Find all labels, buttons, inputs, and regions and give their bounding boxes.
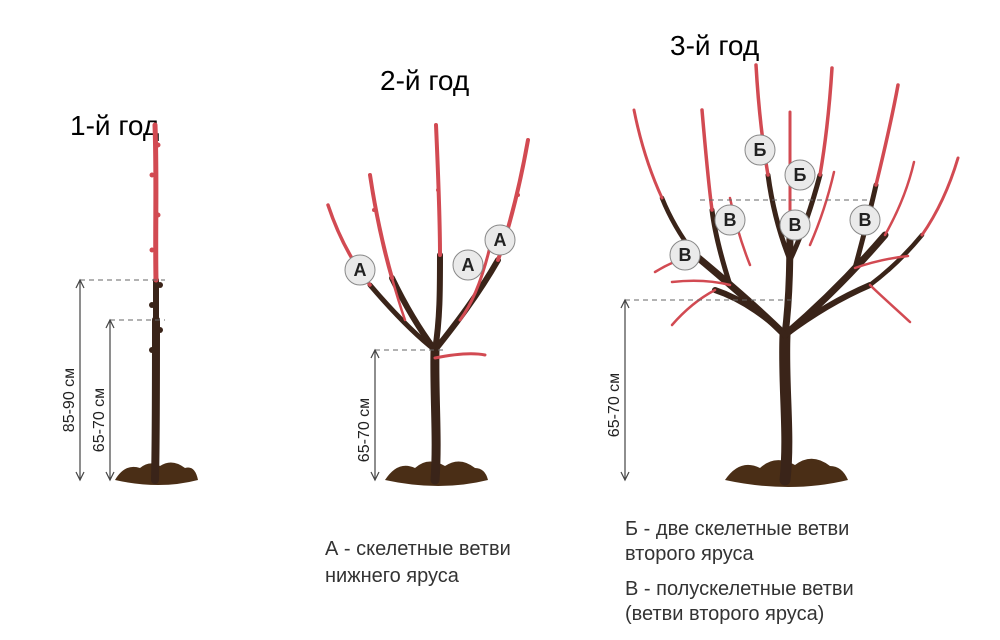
year3-legend-1: Б - две скелетные ветви <box>625 518 849 540</box>
year3-dim1-label: 65-70 см <box>606 373 623 437</box>
stage-year3: 3-й год <box>606 30 958 625</box>
year3-marker-V-2: В <box>780 210 810 240</box>
year2-marker-A-1: A <box>345 255 375 285</box>
svg-text:A: A <box>494 230 507 250</box>
year2-marker-A-2: A <box>453 250 483 280</box>
year3-legend-2: второго яруса <box>625 543 755 565</box>
svg-text:A: A <box>354 260 367 280</box>
svg-text:В: В <box>724 210 737 230</box>
svg-text:Б: Б <box>754 140 767 160</box>
year3-marker-B-2: Б <box>785 160 815 190</box>
svg-text:A: A <box>462 255 475 275</box>
year3-legend-3: В - полускелетные ветви <box>625 578 854 600</box>
year3-marker-V-3: В <box>850 205 880 235</box>
stage-year1: 1-й год 85-90 см 65-70 см <box>61 110 198 485</box>
year3-marker-V-1: В <box>715 205 745 235</box>
svg-text:В: В <box>859 210 872 230</box>
year2-legend-1: А - скелетные ветви <box>325 538 511 560</box>
year3-legend-4: (ветви второго яруса) <box>625 603 824 625</box>
year2-legend-2: нижнего яруса <box>325 565 460 587</box>
year1-dim2-label: 65-70 см <box>91 388 108 452</box>
year2-title: 2-й год <box>380 65 469 96</box>
year2-marker-A-3: A <box>485 225 515 255</box>
year1-dim1-label: 85-90 см <box>61 368 78 432</box>
year3-dim-1: 65-70 см <box>606 200 870 480</box>
stage-year2: 2-й год 65-70 см A A A А - ске <box>325 65 528 587</box>
year1-trunk-old <box>155 320 156 480</box>
svg-text:Б: Б <box>794 165 807 185</box>
year1-dim-1: 85-90 см <box>61 280 165 480</box>
svg-text:В: В <box>789 215 802 235</box>
year1-new-growth <box>155 125 156 280</box>
year3-marker-B-1: Б <box>745 135 775 165</box>
svg-text:В: В <box>679 245 692 265</box>
year3-title: 3-й год <box>670 30 759 61</box>
year2-dim1-label: 65-70 см <box>356 398 373 462</box>
year3-marker-V-4: В <box>670 240 700 270</box>
diagram-canvas: 1-й год 85-90 см 65-70 см <box>0 0 1000 640</box>
year1-title: 1-й год <box>70 110 159 141</box>
